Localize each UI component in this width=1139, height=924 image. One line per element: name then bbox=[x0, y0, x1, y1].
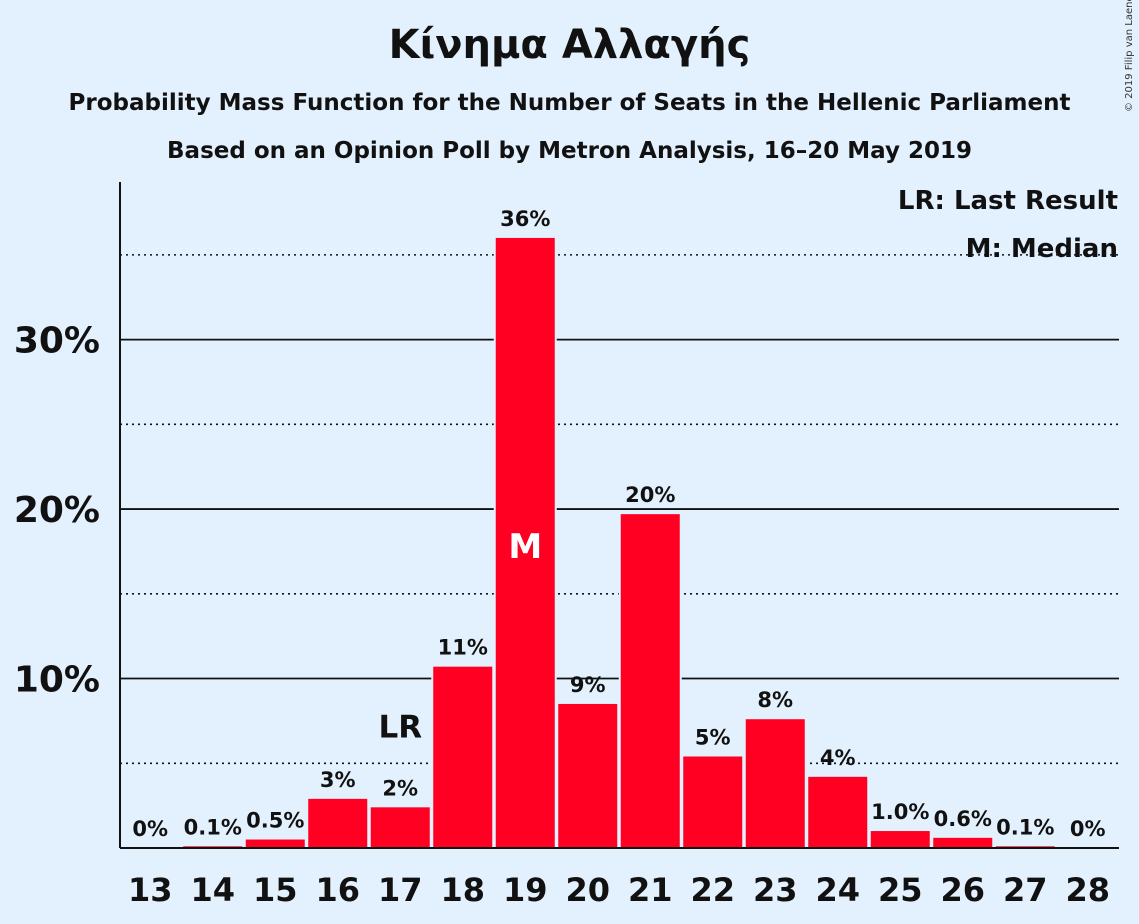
data-label-20: 9% bbox=[570, 673, 606, 697]
data-label-28: 0% bbox=[1070, 817, 1106, 841]
bars bbox=[181, 235, 1057, 849]
x-tick-label: 18 bbox=[440, 871, 485, 909]
x-tick-label: 24 bbox=[815, 871, 860, 909]
bar-outline bbox=[993, 844, 1057, 848]
bar-26 bbox=[933, 837, 993, 848]
x-tick-label: 19 bbox=[503, 871, 548, 909]
data-label-22: 5% bbox=[695, 725, 731, 749]
chart-source-line: Based on an Opinion Poll by Metron Analy… bbox=[167, 138, 972, 164]
x-tick-label: 20 bbox=[565, 871, 610, 909]
data-label-19: 36% bbox=[500, 207, 550, 231]
bar-21 bbox=[620, 514, 680, 848]
data-label-17: 2% bbox=[382, 776, 418, 800]
x-tick-label: 14 bbox=[190, 871, 235, 909]
x-tick-label: 22 bbox=[690, 871, 735, 909]
bar-25 bbox=[870, 831, 930, 848]
data-label-27: 0.1% bbox=[996, 815, 1054, 839]
data-label-25: 1.0% bbox=[871, 800, 929, 824]
x-tick-label: 25 bbox=[878, 871, 923, 909]
x-tick-label: 21 bbox=[628, 871, 673, 909]
x-tick-label: 17 bbox=[378, 871, 423, 909]
bar-15 bbox=[245, 839, 305, 848]
data-label-14: 0.1% bbox=[184, 815, 242, 839]
chart-subtitle: Probability Mass Function for the Number… bbox=[68, 90, 1071, 116]
data-label-21: 20% bbox=[625, 483, 675, 507]
data-label-15: 0.5% bbox=[246, 809, 304, 833]
legend-median: M: Median bbox=[966, 234, 1118, 264]
bar-outline bbox=[181, 844, 245, 848]
y-tick-label: 30% bbox=[14, 321, 100, 362]
bar-16 bbox=[308, 798, 368, 848]
data-label-24: 4% bbox=[820, 746, 856, 770]
x-tick-label: 16 bbox=[315, 871, 360, 909]
y-tick-label: 10% bbox=[14, 660, 100, 701]
x-tick-label: 13 bbox=[128, 871, 173, 909]
x-tick-label: 23 bbox=[753, 871, 798, 909]
data-label-26: 0.6% bbox=[934, 807, 992, 831]
data-label-13: 0% bbox=[132, 817, 168, 841]
chart-title: Κίνημα Αλλαγής bbox=[388, 22, 751, 68]
median-marker: M bbox=[508, 527, 542, 567]
data-label-23: 8% bbox=[757, 688, 793, 712]
x-tick-label: 15 bbox=[253, 871, 298, 909]
bar-19 bbox=[495, 237, 555, 849]
x-tick-label: 28 bbox=[1065, 871, 1110, 909]
axes: 10% 20% 30% 13 14 15 16 17 18 19 20 21 22 23 24 25 26 27 2… bbox=[14, 182, 1119, 909]
legend-last-result: LR: Last Result bbox=[898, 186, 1118, 216]
y-tick-label: 20% bbox=[14, 490, 100, 531]
data-label-18: 11% bbox=[438, 636, 488, 660]
x-tick-label: 26 bbox=[940, 871, 985, 909]
data-label-16: 3% bbox=[320, 768, 356, 792]
bar-17 bbox=[370, 807, 430, 848]
bar-20 bbox=[558, 703, 618, 848]
bar-23 bbox=[745, 719, 805, 848]
bar-24 bbox=[808, 776, 868, 848]
x-tick-label: 27 bbox=[1003, 871, 1048, 909]
bar-18 bbox=[433, 666, 493, 848]
last-result-marker: LR bbox=[378, 709, 422, 745]
bar-22 bbox=[683, 756, 743, 848]
